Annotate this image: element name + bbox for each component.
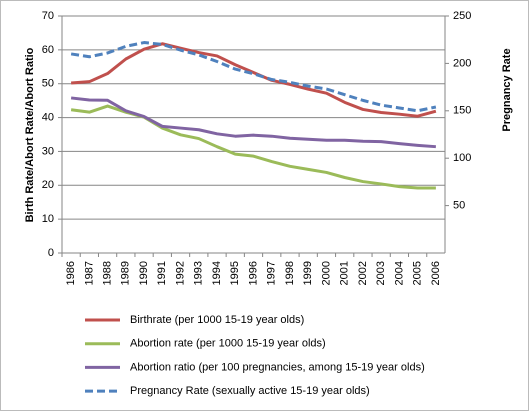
legend-label: Abortion rate (per 1000 15-19 year olds)	[130, 338, 326, 350]
x-tick-label: 1991	[156, 261, 168, 285]
x-tick-label: 2001	[339, 261, 351, 285]
y2-tick-label: 150	[453, 105, 471, 117]
y-tick-label: 70	[42, 10, 54, 22]
y2-tick-label: 200	[453, 57, 471, 69]
y-tick-label: 0	[48, 247, 54, 259]
legend-label: Abortion ratio (per 100 pregnancies, amo…	[130, 361, 425, 373]
x-tick-label: 2004	[393, 261, 405, 285]
x-tick-label: 2005	[412, 261, 424, 285]
y-tick-label: 20	[42, 179, 54, 191]
series-line	[70, 96, 436, 149]
x-tick-label: 2000	[320, 261, 332, 285]
x-tick-label: 1986	[65, 261, 77, 285]
series-line	[71, 42, 437, 118]
x-tick-label: 1997	[266, 261, 278, 285]
y2-tick-label: 250	[453, 10, 471, 22]
y2-tick-label: 50	[453, 200, 465, 212]
series-line	[70, 41, 437, 113]
x-tick-label: 1987	[83, 261, 95, 285]
y-tick-label: 10	[42, 213, 54, 225]
x-tick-label: 2006	[430, 261, 442, 285]
x-tick-label: 1999	[302, 261, 314, 285]
y-tick-label: 40	[42, 111, 54, 123]
y-tick-label: 30	[42, 145, 54, 157]
x-tick-label: 1998	[284, 261, 296, 285]
y2-tick-label: 100	[453, 152, 471, 164]
x-tick-label: 1995	[229, 261, 241, 285]
x-tick-label: 2003	[375, 261, 387, 285]
x-tick-label: 1990	[138, 261, 150, 285]
x-tick-label: 2002	[357, 261, 369, 285]
x-tick-label: 1988	[102, 261, 114, 285]
x-tick-label: 1994	[211, 261, 223, 285]
x-tick-label: 1993	[193, 261, 205, 285]
y2-axis-title: Pregnancy Rate	[501, 48, 513, 131]
y-axis-title: Birth Rate/Abort Rate/Abort Ratio	[24, 47, 36, 222]
legend-label: Birthrate (per 1000 15-19 year olds)	[130, 314, 304, 326]
legend-label: Pregnancy Rate (sexually active 15-19 ye…	[130, 385, 370, 397]
y-tick-label: 50	[42, 78, 54, 90]
x-tick-label: 1992	[174, 261, 186, 285]
x-tick-label: 1996	[247, 261, 259, 285]
x-tick-label: 1989	[120, 261, 132, 285]
y-tick-label: 60	[42, 44, 54, 56]
